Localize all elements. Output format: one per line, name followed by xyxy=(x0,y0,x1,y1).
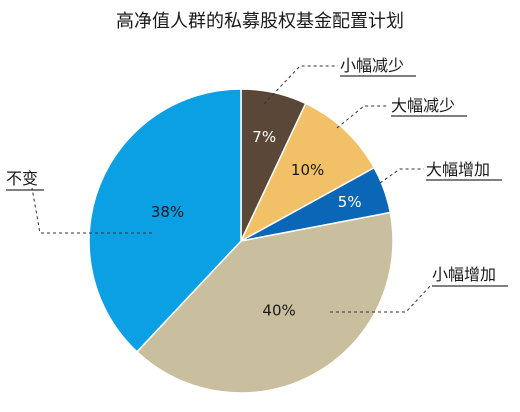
pie-value-labels: 7% 10% 5% 40% 38% xyxy=(151,128,362,319)
slice-name-label-3: 大幅增加 xyxy=(426,160,490,179)
leader-line-5 xyxy=(31,187,152,234)
pie-value-label-1: 7% xyxy=(252,128,276,146)
slice-name-label-2: 大幅减少 xyxy=(391,96,455,115)
leader-line-2 xyxy=(336,105,389,129)
pie-value-label-4: 40% xyxy=(262,301,295,319)
pie-value-label-2: 10% xyxy=(291,161,324,179)
chart-title: 高净值人群的私募股权基金配置计划 xyxy=(116,11,404,32)
slice-name-label-4: 小幅增加 xyxy=(432,265,496,284)
pie-slices xyxy=(88,88,394,394)
pie-slice-4 xyxy=(135,211,394,394)
pie-slice-2 xyxy=(239,102,376,243)
slice-name-label-5: 不变 xyxy=(6,169,38,188)
pie-value-label-5: 38% xyxy=(151,203,184,221)
slice-name-label-1: 小幅减少 xyxy=(340,56,404,75)
leader-line-3 xyxy=(379,168,424,184)
pie-slice-5 xyxy=(88,88,242,353)
pie-value-label-3: 5% xyxy=(338,193,362,211)
leader-line-4 xyxy=(330,283,433,313)
